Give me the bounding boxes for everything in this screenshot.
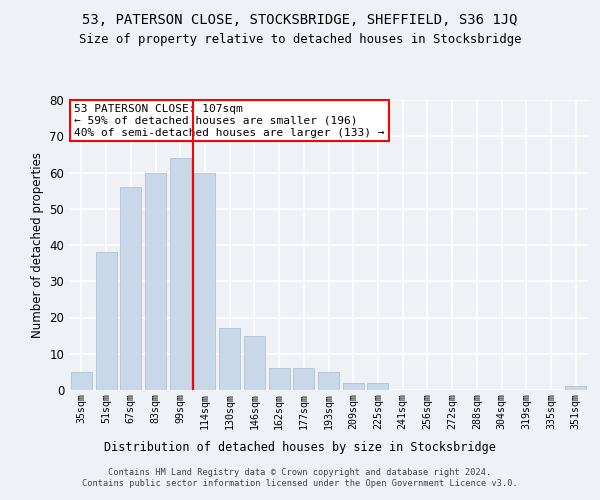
Bar <box>194 172 215 390</box>
Bar <box>170 158 191 390</box>
Text: 53 PATERSON CLOSE: 107sqm
← 59% of detached houses are smaller (196)
40% of semi: 53 PATERSON CLOSE: 107sqm ← 59% of detac… <box>74 104 385 138</box>
Y-axis label: Number of detached properties: Number of detached properties <box>31 152 44 338</box>
Text: Contains HM Land Registry data © Crown copyright and database right 2024.
Contai: Contains HM Land Registry data © Crown c… <box>82 468 518 487</box>
Text: 53, PATERSON CLOSE, STOCKSBRIDGE, SHEFFIELD, S36 1JQ: 53, PATERSON CLOSE, STOCKSBRIDGE, SHEFFI… <box>82 12 518 26</box>
Bar <box>95 252 116 390</box>
Bar <box>120 187 141 390</box>
Bar <box>367 383 388 390</box>
Bar <box>293 368 314 390</box>
Bar <box>219 328 240 390</box>
Bar <box>244 336 265 390</box>
Text: Size of property relative to detached houses in Stocksbridge: Size of property relative to detached ho… <box>79 32 521 46</box>
Bar <box>318 372 339 390</box>
Bar <box>565 386 586 390</box>
Bar <box>71 372 92 390</box>
Bar <box>343 383 364 390</box>
Bar <box>269 368 290 390</box>
Text: Distribution of detached houses by size in Stocksbridge: Distribution of detached houses by size … <box>104 441 496 454</box>
Bar <box>145 172 166 390</box>
